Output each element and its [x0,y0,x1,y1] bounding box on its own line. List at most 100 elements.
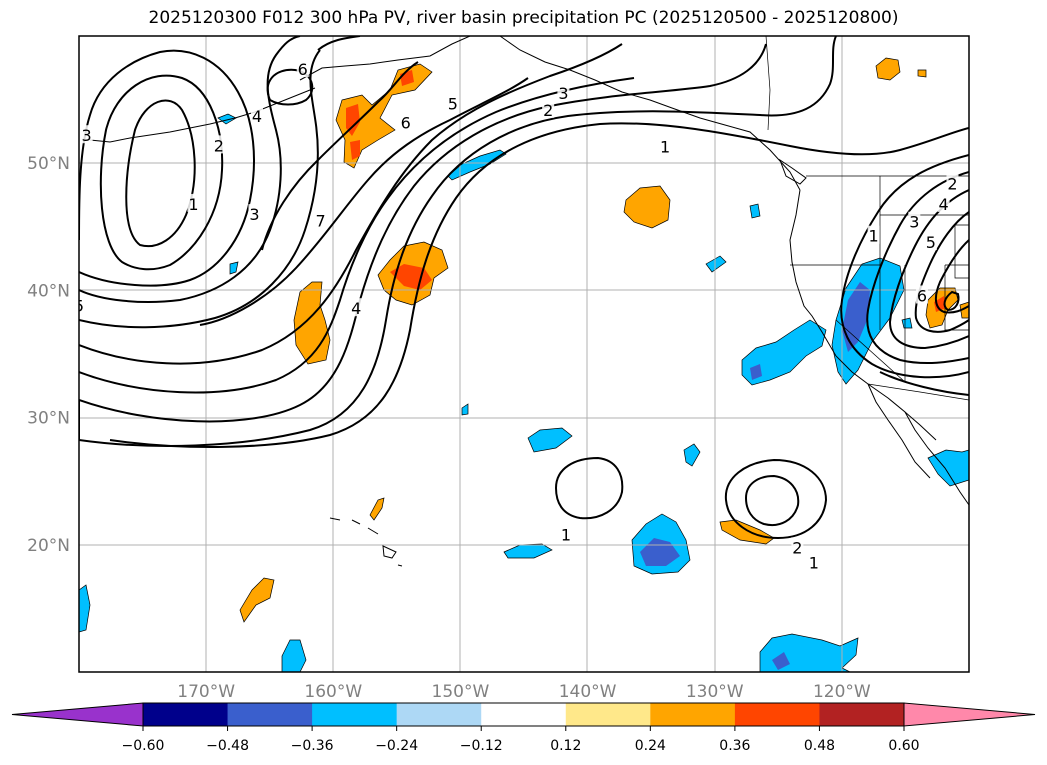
longitude-label: 120°W [813,682,871,702]
contour-label-background [446,93,459,112]
longitude-label: 150°W [432,682,490,702]
north-america-west-coast [789,189,969,506]
latitude-label: 40°N [27,281,70,301]
alaska-canada-border [765,36,771,131]
colorbar-box [227,703,313,726]
precip-region-west-edge [79,584,91,633]
pv-contour-label: 3 [249,205,259,224]
contour-label-background [248,204,261,223]
pv-contour-label: 2 [792,538,802,557]
hawaiian-islands [329,517,403,567]
contour-label-background [80,125,93,144]
longitude-label: 130°W [686,682,744,702]
contour-label-background [542,99,555,118]
precip-region-canada [875,57,901,81]
pv-contour-label: 5 [448,94,458,113]
precip-region-north-centre [527,427,573,453]
contour-label-background [557,83,570,102]
contour-label-background [296,59,309,78]
longitude-label: 170°W [177,682,235,702]
pv-contour-east-5 [934,239,969,314]
pv-contour-4-west [79,36,301,303]
pv-contour-east-6 [943,290,960,312]
contour-label-background [79,295,85,314]
pv-contour-subtropical-east-2 [744,474,800,526]
colorbar-box [650,703,736,726]
colorbar-tick-label: 0.48 [804,738,835,754]
colorbar-box [312,703,398,726]
pv-contour-label: 4 [351,299,361,318]
latitude-labels: 50°N 40°N 30°N 20°N [27,154,70,556]
pv-contour-3-central [79,43,767,423]
pv-contour-label: 6 [917,286,927,305]
colorbar-tick-label: −0.24 [375,738,418,754]
contour-label-background [807,552,820,571]
precip-region-small-3 [749,203,761,219]
pv-contour-label: 1 [561,526,571,545]
colorbar-tick-label: −0.36 [291,738,334,754]
baja-california [867,383,937,479]
colorbar: −0.60 −0.48 −0.36 −0.24 −0.12 0.12 0.24 0.36 0.4… [11,702,1036,754]
pv-contour-east-3 [888,189,969,350]
colorbar-tick-label: 0.60 [888,738,919,754]
longitude-labels: 170°W 160°W 150°W 140°W 130°W 120°W [177,682,871,702]
precip-region-canada-small [917,69,927,78]
precip-region-small-1 [683,443,701,467]
contour-label-background [559,524,572,543]
pv-contour-label: 1 [660,138,670,157]
pv-contour-7 [261,61,419,251]
precip-region-northeast-pacific [623,185,671,229]
precip-region-california-core [842,282,870,352]
pv-contour-east-4 [914,211,969,333]
precip-positive-regions [239,57,969,623]
pv-contour-east-7 [879,371,969,396]
pv-contour-label: 5 [74,297,84,316]
alaska-coastline [299,36,801,191]
gridlines [79,36,969,672]
contour-label-background [251,106,263,125]
us-mexico-border [867,383,969,401]
colorbar-tick-label: −0.60 [122,738,165,754]
colorbar-tick-label: −0.48 [206,738,249,754]
colorbar-box [396,703,482,726]
pv-contour-label: 4 [252,107,262,126]
colorbar-tick-label: 0.12 [550,738,581,754]
colorbar-under-arrow [11,702,144,727]
precip-region-aleutians-core [346,70,414,160]
colorbar-tick-label: −0.12 [460,738,503,754]
pv-contour-label: 3 [82,126,92,145]
colorbar-box [819,703,905,726]
pv-contour-label: 2 [947,175,957,194]
pv-contour-subtropical-1 [554,456,624,520]
latitude-label: 30°N [27,409,70,429]
contour-label-background [350,298,363,317]
colorbar-boxes [143,703,905,726]
latitude-label: 50°N [27,154,70,174]
pv-contour-subtropical-east-1 [724,458,828,540]
contour-label-background [924,232,937,251]
latitude-label: 20°N [27,536,70,556]
precip-region-central-pacific-core [390,264,432,290]
pv-contour-label: 1 [809,554,819,573]
contour-label-background [908,211,921,230]
pv-contour-1-west [125,99,196,248]
precip-region-california-coast [741,319,827,386]
pv-contour-2-west [99,74,224,271]
pv-contour-6-central [199,77,529,326]
pv-contour-label: 3 [558,84,568,103]
pv-contour-label: 4 [938,195,948,214]
colorbar-tick-label: 0.36 [719,738,750,754]
colorbar-tick-label: 0.24 [635,738,666,754]
pv-contour-label: 7 [315,211,325,230]
precip-region-south-centre-core [772,652,790,670]
precip-region-hawaii-streak [369,497,385,521]
contour-label-background [314,210,327,229]
map-frame [78,35,970,673]
contour-label-background [867,225,880,244]
contour-label-background [915,285,928,304]
colorbar-box [734,703,820,726]
precip-region-hawaii-southwest [281,639,307,672]
longitude-label: 140°W [559,682,617,702]
